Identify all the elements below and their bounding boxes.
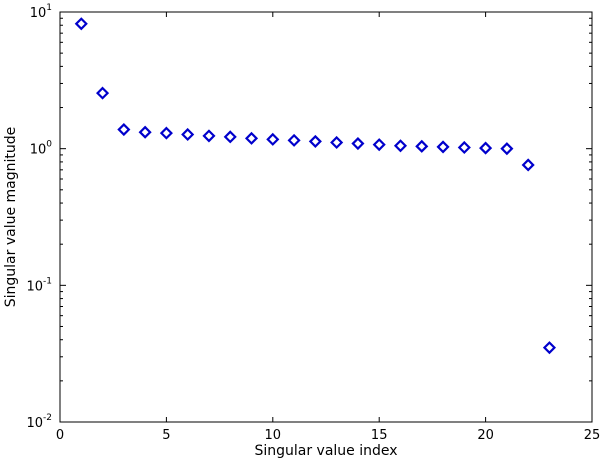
x-axis-label: Singular value index: [254, 443, 397, 459]
data-point: [74, 17, 88, 31]
y-tick-label: 10-2: [26, 413, 52, 431]
x-tick-label: 25: [584, 428, 600, 443]
data-point: [457, 140, 471, 155]
data-point: [117, 122, 131, 137]
data-point: [500, 142, 514, 156]
data-point: [479, 141, 493, 155]
data-point: [436, 140, 450, 154]
data-point: [330, 135, 344, 150]
data-point: [96, 86, 110, 100]
data-point: [181, 127, 195, 142]
y-tick-label: 10-1: [26, 276, 52, 294]
data-point: [308, 134, 322, 148]
y-tick-label: 100: [30, 140, 53, 158]
data-point: [351, 136, 365, 151]
y-axis-label: Singular value magnitude: [3, 127, 19, 308]
y-axis-ticks: 101 100 10-1 10-2: [26, 3, 592, 431]
data-point: [393, 139, 408, 153]
data-point: [372, 138, 386, 152]
y-tick-label: 101: [30, 3, 52, 21]
data-point: [159, 126, 173, 140]
x-axis-ticks: 0 5 10 15 20 25: [56, 12, 600, 443]
plot-area: [59, 11, 593, 423]
x-tick-label: 10: [265, 428, 282, 443]
data-point: [287, 133, 301, 147]
data-point: [542, 341, 556, 355]
data-point: [415, 139, 429, 153]
data-point: [521, 158, 535, 172]
x-tick-label: 20: [477, 428, 494, 443]
data-point: [202, 129, 216, 143]
data-point: [138, 125, 152, 139]
data-points: [74, 17, 556, 355]
x-tick-label: 5: [162, 428, 170, 443]
x-tick-label: 0: [56, 428, 64, 443]
data-point: [244, 131, 259, 145]
data-point: [223, 130, 237, 144]
data-point: [266, 132, 280, 146]
x-tick-label: 15: [371, 428, 388, 443]
